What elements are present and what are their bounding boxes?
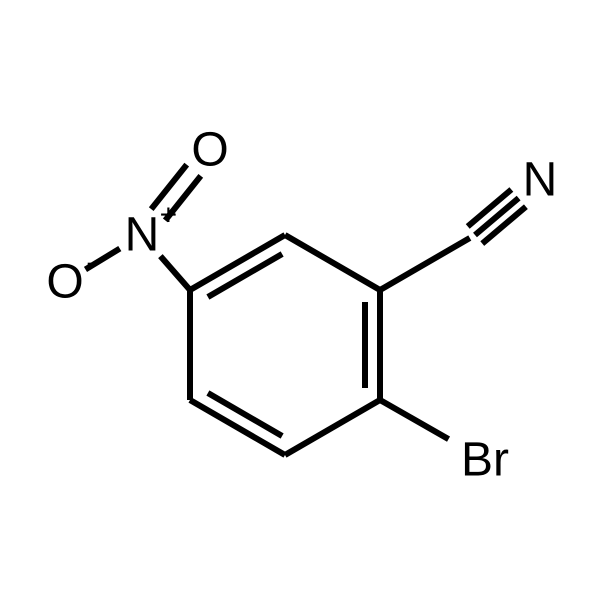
molecule-diagram: NBrN+OO-: [0, 0, 600, 600]
atom-label: Br: [461, 434, 509, 487]
charge-label: +: [160, 198, 178, 231]
atom-label: N: [523, 154, 558, 207]
charge-label: -: [86, 245, 96, 278]
bond: [380, 238, 470, 290]
bond: [160, 256, 190, 290]
bond: [380, 400, 449, 439]
atom-label: O: [191, 124, 228, 177]
bond: [285, 400, 380, 455]
atom-label: O: [46, 256, 83, 309]
bond: [285, 235, 380, 290]
atom-label: N: [125, 209, 160, 262]
